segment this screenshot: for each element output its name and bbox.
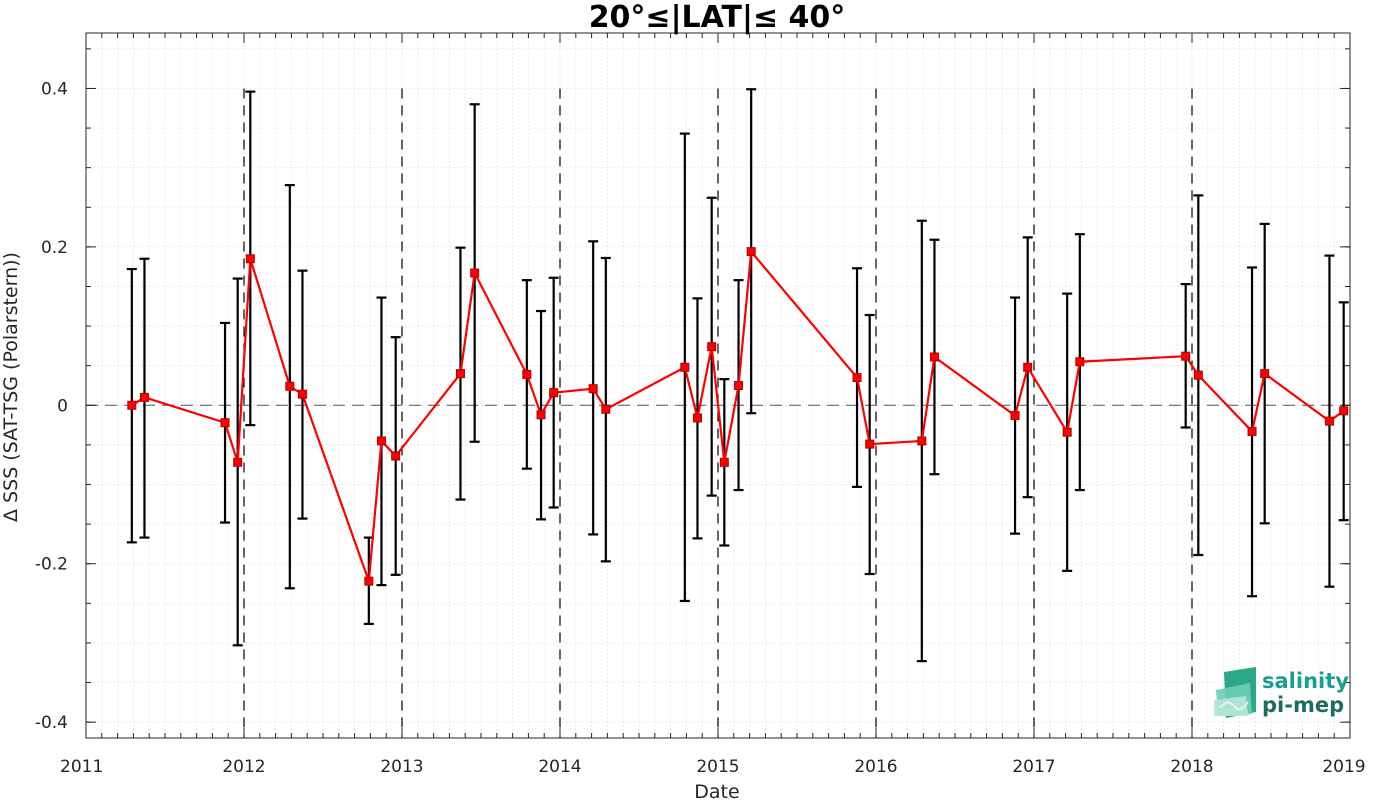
x-tick-label: 2014 xyxy=(538,757,581,777)
data-point xyxy=(297,389,307,399)
data-point xyxy=(1181,351,1191,361)
data-point xyxy=(245,254,255,264)
data-point xyxy=(220,418,230,428)
wave-logo-icon xyxy=(1214,667,1256,718)
x-tick-label: 2011 xyxy=(60,757,103,777)
data-point xyxy=(1324,416,1334,426)
data-point xyxy=(455,369,465,379)
y-tick-label: 0 xyxy=(57,396,68,416)
data-point xyxy=(233,457,243,467)
data-point xyxy=(549,388,559,398)
y-tick-label: 0.2 xyxy=(41,238,68,258)
data-point xyxy=(1075,357,1085,367)
data-point xyxy=(376,436,386,446)
data-point xyxy=(1023,362,1033,372)
x-tick-label: 2018 xyxy=(1170,757,1213,777)
salinity-pimep-logo: salinity pi-mep xyxy=(1214,667,1349,718)
data-point xyxy=(1193,370,1203,380)
y-tick-label: -0.4 xyxy=(35,713,68,733)
x-axis-label: Date xyxy=(694,781,739,801)
markers xyxy=(127,247,1349,586)
y-axis-label: Δ SSS (SAT-TSG (Polarstern)) xyxy=(0,252,22,522)
data-point xyxy=(285,381,295,391)
data-point xyxy=(364,576,374,586)
data-point xyxy=(588,384,598,394)
data-point xyxy=(391,451,401,461)
y-tick-label: 0.4 xyxy=(41,79,68,99)
x-tick-label: 2019 xyxy=(1322,757,1365,777)
data-point xyxy=(734,381,744,390)
data-point xyxy=(707,342,717,352)
data-point xyxy=(680,362,690,372)
data-point xyxy=(1010,411,1020,421)
x-tick-label: 2012 xyxy=(222,757,265,777)
x-tick-label: 2013 xyxy=(380,757,423,777)
data-point xyxy=(917,436,927,446)
tick-labels: -0.4 -0.2 0 0.2 0.4 2011 2012 2013 2014 2015 2016 2… xyxy=(35,79,1366,777)
data-point xyxy=(719,457,729,467)
data-point xyxy=(852,373,862,383)
data-point xyxy=(601,404,611,414)
data-point xyxy=(692,413,702,423)
data-point xyxy=(139,392,149,402)
data-point xyxy=(746,247,756,257)
data-point xyxy=(522,369,532,379)
x-tick-label: 2017 xyxy=(1012,757,1055,777)
y-tick-label: -0.2 xyxy=(35,555,68,575)
data-point xyxy=(470,268,480,278)
data-point xyxy=(536,410,546,420)
x-tick-label: 2015 xyxy=(696,757,739,777)
data-point xyxy=(865,439,875,449)
data-point xyxy=(127,400,137,410)
axes xyxy=(85,32,1351,739)
logo-salinity-text: salinity xyxy=(1262,669,1349,693)
data-point xyxy=(1247,426,1257,436)
data-point xyxy=(1260,369,1270,379)
data-point xyxy=(929,352,939,362)
data-point xyxy=(1062,427,1072,437)
data-point xyxy=(1339,406,1349,416)
chart-title: 20°≤|LAT|≤ 40° xyxy=(589,0,846,35)
logo-pimep-text: pi-mep xyxy=(1262,693,1344,717)
x-tick-label: 2016 xyxy=(854,757,897,777)
